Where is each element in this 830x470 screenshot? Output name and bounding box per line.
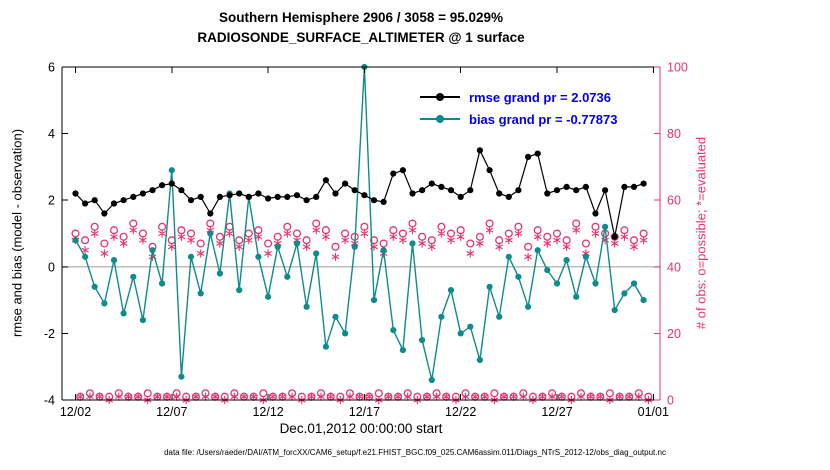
rmse-line-sample-icon — [420, 93, 460, 101]
left-tick-label: 0 — [48, 260, 55, 274]
y-axis-right: 100 80 60 40 20 0 — [654, 61, 688, 408]
bias-line-sample-icon — [420, 115, 460, 123]
x-tick-label: 12/17 — [349, 405, 380, 419]
left-tick-label: 4 — [48, 127, 55, 141]
y-axis-left: 6 4 2 0 -2 -4 — [44, 61, 68, 408]
possible-obs-series — [71, 219, 653, 401]
right-axis-label: # of obs: o=possible; *=evaluated — [693, 136, 709, 330]
x-tick-label: 01/01 — [638, 405, 669, 419]
left-tick-label: -2 — [44, 327, 55, 341]
legend-rmse-entry: rmse grand pr = 2.0736 — [420, 86, 617, 108]
legend: rmse grand pr = 2.0736 bias grand pr = -… — [420, 86, 617, 130]
left-tick-label: -4 — [44, 394, 55, 408]
x-tick-label: 12/12 — [252, 405, 283, 419]
x-axis: 12/02 12/07 12/12 12/17 12/22 12/27 01/01 — [60, 67, 669, 419]
left-axis-label: rmse and bias (model - observation) — [9, 128, 25, 338]
legend-rmse-label: rmse grand pr = 2.0736 — [469, 89, 611, 105]
right-tick-label: 0 — [667, 394, 674, 408]
x-axis-label: Dec.01,2012 00:00:00 start — [279, 421, 443, 436]
x-tick-label: 12/27 — [541, 405, 572, 419]
evaluated-obs-series — [71, 226, 653, 405]
right-tick-label: 60 — [667, 194, 681, 208]
bias-series — [72, 63, 647, 384]
chart-title-line1: Southern Hemisphere 2906 / 3058 = 95.029… — [218, 10, 504, 25]
legend-bias-label: bias grand pr = -0.77873 — [469, 111, 618, 127]
chart-title-line2: RADIOSONDE_SURFACE_ALTIMETER @ 1 surface — [197, 30, 525, 45]
x-tick-label: 12/02 — [60, 405, 91, 419]
axes-box — [61, 66, 661, 401]
legend-bias-entry: bias grand pr = -0.77873 — [420, 108, 617, 130]
left-tick-label: 6 — [48, 61, 55, 75]
right-tick-label: 20 — [667, 327, 681, 341]
x-tick-label: 12/07 — [156, 405, 187, 419]
rmse-series — [72, 147, 647, 240]
right-tick-label: 80 — [667, 127, 681, 141]
data-file-caption: data file: /Users/raeder/DAI/ATM_forcXX/… — [164, 448, 666, 457]
left-tick-label: 2 — [48, 194, 55, 208]
right-tick-label: 100 — [667, 61, 688, 75]
right-tick-label: 40 — [667, 260, 681, 274]
x-tick-label: 12/22 — [445, 405, 476, 419]
